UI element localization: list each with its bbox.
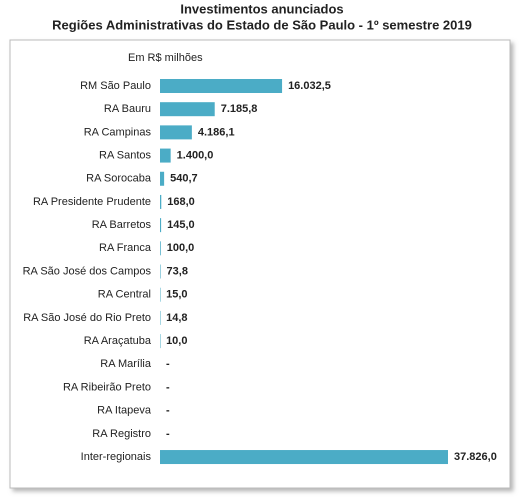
value-label: 100,0 (167, 242, 195, 254)
bar (160, 148, 171, 163)
category-label: RM São Paulo (80, 80, 151, 92)
bar (160, 264, 161, 279)
value-label: - (166, 428, 170, 440)
category-label: RA Ribeirão Preto (63, 381, 151, 393)
chart-frame (9, 39, 511, 489)
value-label: 4.186,1 (198, 126, 235, 138)
category-label: RA Araçatuba (84, 335, 152, 347)
chart-title: Investimentos anunciados (180, 1, 343, 16)
value-label: 15,0 (166, 289, 187, 301)
value-label: 10,0 (166, 335, 187, 347)
bar (160, 171, 165, 186)
bar (160, 218, 162, 233)
bar (160, 287, 161, 302)
category-label: RA Presidente Prudente (33, 196, 151, 208)
chart-subtitle: Regiões Administrativas do Estado de São… (52, 17, 472, 32)
value-label: 540,7 (170, 173, 198, 185)
bar (160, 102, 215, 117)
bar (160, 241, 161, 256)
value-label: 73,8 (167, 265, 188, 277)
category-label: RA Registro (92, 428, 151, 440)
category-label: RA Barretos (92, 219, 152, 231)
value-label: - (166, 405, 170, 417)
bar (160, 450, 448, 465)
category-label: RA Marília (100, 358, 152, 370)
value-label: 145,0 (167, 219, 195, 231)
category-label: RA Franca (99, 242, 152, 254)
category-label: Inter-regionais (81, 451, 152, 463)
category-label: RA Sorocaba (86, 173, 152, 185)
category-label: RA Central (98, 289, 151, 301)
value-label: - (166, 381, 170, 393)
bar (160, 79, 283, 93)
bar (160, 194, 162, 209)
value-label: 14,8 (166, 312, 187, 324)
category-label: RA São José dos Campos (23, 265, 152, 277)
bar (160, 334, 161, 349)
value-label: 1.400,0 (177, 149, 214, 161)
value-label: 16.032,5 (288, 80, 331, 92)
value-label: - (166, 358, 170, 370)
value-label: 37.826,0 (454, 451, 497, 463)
category-label: RA Santos (99, 149, 151, 161)
bar (160, 310, 161, 325)
bar (160, 125, 192, 140)
category-label: RA Itapeva (97, 405, 152, 417)
category-label: RA Bauru (104, 103, 151, 115)
unit-label: Em R$ milhões (128, 52, 203, 64)
value-label: 168,0 (167, 196, 195, 208)
category-label: RA São José do Rio Preto (23, 312, 151, 324)
value-label: 7.185,8 (221, 103, 258, 115)
category-label: RA Campinas (84, 126, 152, 138)
